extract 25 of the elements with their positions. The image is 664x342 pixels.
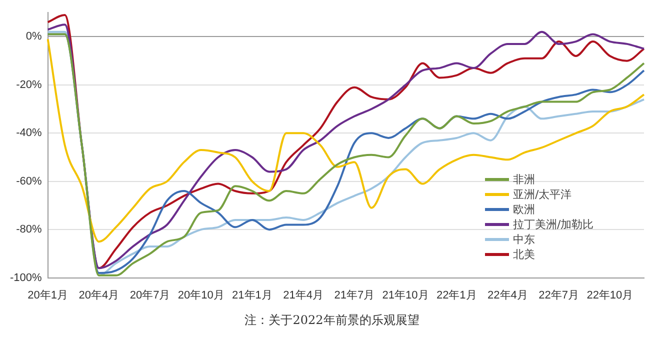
x-tick-label: 21年1月 <box>232 289 272 302</box>
x-tick-label: 20年10月 <box>178 289 224 302</box>
x-tick-label: 21年10月 <box>382 289 429 302</box>
legend-label: 非洲 <box>513 172 535 187</box>
y-tick-label: -40% <box>16 127 42 140</box>
y-tick-label: -100% <box>10 272 42 284</box>
x-tick-label: 20年4月 <box>78 289 120 302</box>
x-tick-label: 20年7月 <box>130 289 170 302</box>
x-tick-label: 22年10月 <box>586 289 634 302</box>
x-tick-label: 22年7月 <box>538 289 580 302</box>
y-tick-label: -80% <box>16 224 42 236</box>
x-tick-label: 20年1月 <box>28 289 68 302</box>
text: 注：关于2022年前景的乐观展望 <box>244 312 420 329</box>
y-tick-label: -20% <box>16 78 42 91</box>
x-tick-label: 22年1月 <box>436 289 477 302</box>
legend-label: 拉丁美洲/加勒比 <box>513 217 594 232</box>
y-tick-label: -60% <box>16 175 42 188</box>
legend-label: 中东 <box>513 232 535 247</box>
x-tick-label: 21年4月 <box>283 289 324 302</box>
legend-label: 欧洲 <box>513 202 535 217</box>
y-tick-label: 0% <box>26 30 42 43</box>
legend-label: 北美 <box>513 247 535 262</box>
x-tick-label: 22年4月 <box>488 289 528 302</box>
legend-label: 亚洲/太平洋 <box>513 187 572 202</box>
x-tick-label: 21年7月 <box>334 289 375 302</box>
